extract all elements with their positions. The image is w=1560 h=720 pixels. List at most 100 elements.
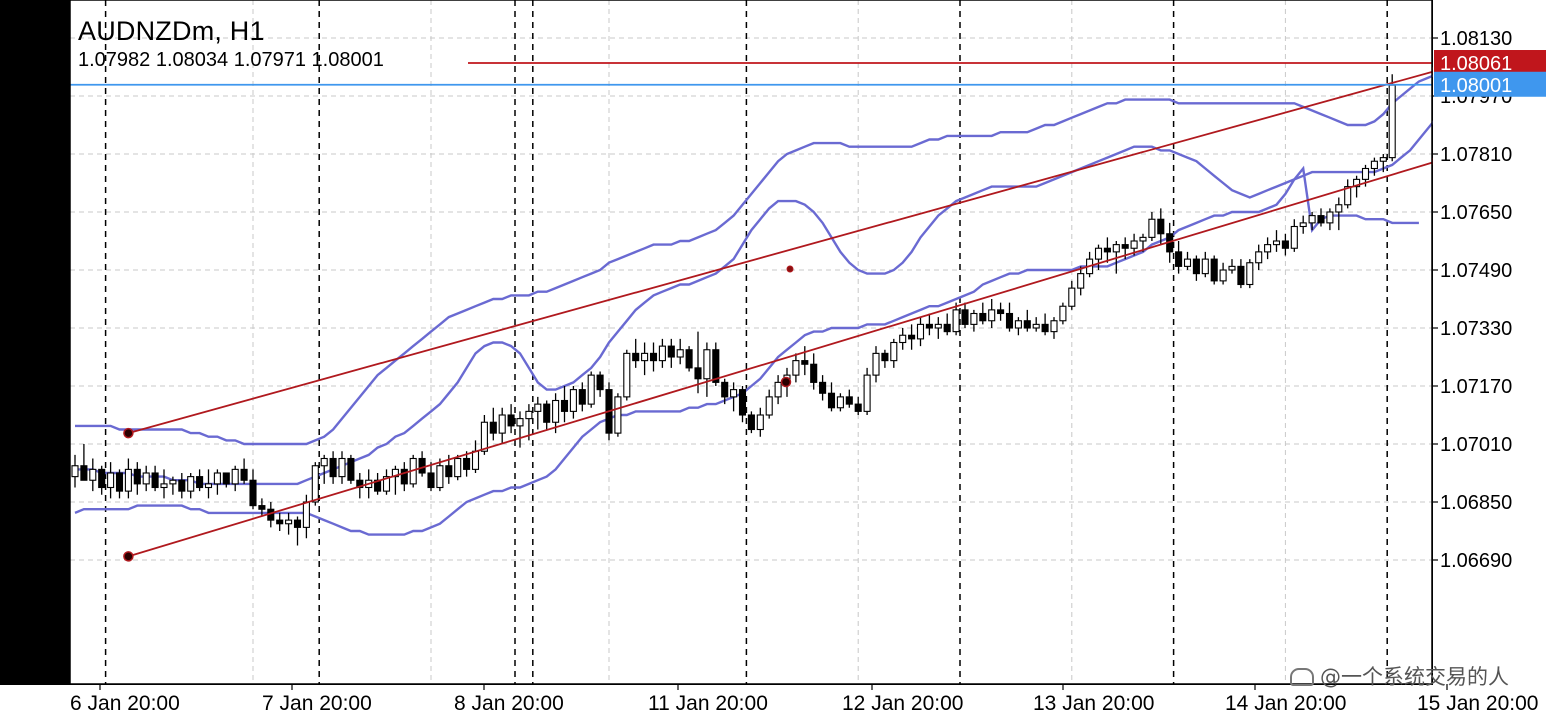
price-label-box [1434, 71, 1546, 97]
channel-anchor-mid [780, 376, 792, 388]
candle-body-bull [1130, 240, 1138, 249]
time-tick-label: 11 Jan 20:00 [648, 692, 768, 715]
plot-border [69, 0, 1433, 685]
candle [979, 302, 987, 325]
candle [765, 389, 773, 419]
candle [98, 465, 106, 495]
candle [1246, 259, 1254, 289]
candle [124, 458, 132, 499]
candle [596, 371, 604, 397]
candle-body-bear [1210, 258, 1218, 282]
period-separators [104, 0, 1388, 684]
candle-body-bull [1032, 323, 1040, 329]
candle [178, 473, 186, 499]
candle-body-bear [1175, 251, 1183, 267]
candle-body-bear [329, 457, 337, 478]
price-tick-label: 1.06850 [1440, 492, 1512, 514]
time-tick-label: 13 Jan 20:00 [1033, 692, 1154, 715]
price-lines[interactable] [70, 62, 1432, 86]
candle [1103, 237, 1111, 263]
candle [436, 458, 444, 492]
candle-body-bear [810, 363, 818, 383]
candle-body-bear [881, 352, 889, 362]
candle [943, 313, 951, 336]
candle [249, 469, 257, 510]
candle [623, 349, 631, 401]
candle [400, 462, 408, 492]
candle-body-bull [213, 472, 221, 485]
candle-body-bear [418, 457, 426, 474]
candle-body-bull [641, 352, 649, 362]
candle-body-bull [1094, 247, 1103, 260]
candle-body-bear [151, 472, 159, 489]
candle [1005, 302, 1014, 332]
candle-body-bear [908, 334, 916, 340]
candle [819, 375, 827, 401]
candle [632, 338, 640, 368]
candle [1335, 197, 1343, 231]
candle-body-bear [196, 476, 204, 489]
candle [231, 465, 239, 492]
candle [1326, 208, 1334, 231]
candle-body-bear [997, 309, 1005, 315]
candle-body-bull [1388, 84, 1396, 159]
candle-body-bull [1335, 204, 1343, 213]
price-label-box [1434, 50, 1546, 76]
candle-body-bull [204, 483, 213, 489]
price-label-text: 1.08061 [1440, 53, 1512, 75]
candle-body-bull [480, 421, 488, 452]
candle-body-bull [71, 465, 79, 478]
candle-body-bull [676, 349, 684, 358]
candle-body-bull [988, 309, 996, 322]
candle-body-bear [632, 352, 640, 362]
candle [952, 302, 960, 336]
candle-body-bull [107, 472, 115, 489]
candle-body-bull [1139, 236, 1147, 242]
candle [1379, 154, 1387, 173]
candle [151, 465, 159, 492]
candle-body-bull [498, 414, 506, 434]
candle [276, 512, 284, 531]
candle-body-bear [507, 414, 515, 427]
candle-body-bear [979, 312, 987, 322]
candle-body-bull [1246, 262, 1254, 286]
candle [285, 512, 293, 535]
candle [1370, 157, 1378, 176]
candle-body-bull [1219, 269, 1227, 282]
candle [934, 317, 942, 339]
weibo-icon [1290, 668, 1314, 686]
candle-body-bull [756, 414, 764, 431]
candle [774, 375, 782, 405]
candle-body-bull [311, 465, 319, 503]
candle-body-bull [1344, 186, 1352, 206]
channel-anchor-mid [786, 265, 794, 273]
candle-body-bear [596, 374, 604, 391]
candle [1255, 244, 1263, 270]
candle-body-bull [534, 403, 542, 412]
candle-body-bear [240, 468, 248, 481]
candle [881, 349, 889, 368]
candle [756, 407, 764, 437]
candle [1272, 230, 1281, 252]
candle-body-bear [276, 519, 284, 525]
candle-body-bear [1103, 247, 1111, 253]
candle [418, 451, 426, 477]
candle-body-bear [445, 465, 453, 478]
candle-body-bear [222, 472, 230, 485]
candle-body-bear [427, 472, 435, 489]
candle [614, 393, 622, 437]
candle-body-bear [854, 403, 862, 412]
candle [827, 382, 836, 412]
candle [854, 396, 862, 415]
bollinger-bands [74, 73, 1456, 536]
candle-body-bull [934, 323, 942, 329]
time-tick-label: 6 Jan 20:00 [70, 692, 180, 715]
candle [80, 444, 88, 481]
time-tick-label: 8 Jan 20:00 [454, 692, 564, 715]
candle [730, 382, 738, 412]
candle [1139, 233, 1147, 252]
candle [916, 317, 925, 347]
candle [667, 338, 675, 368]
